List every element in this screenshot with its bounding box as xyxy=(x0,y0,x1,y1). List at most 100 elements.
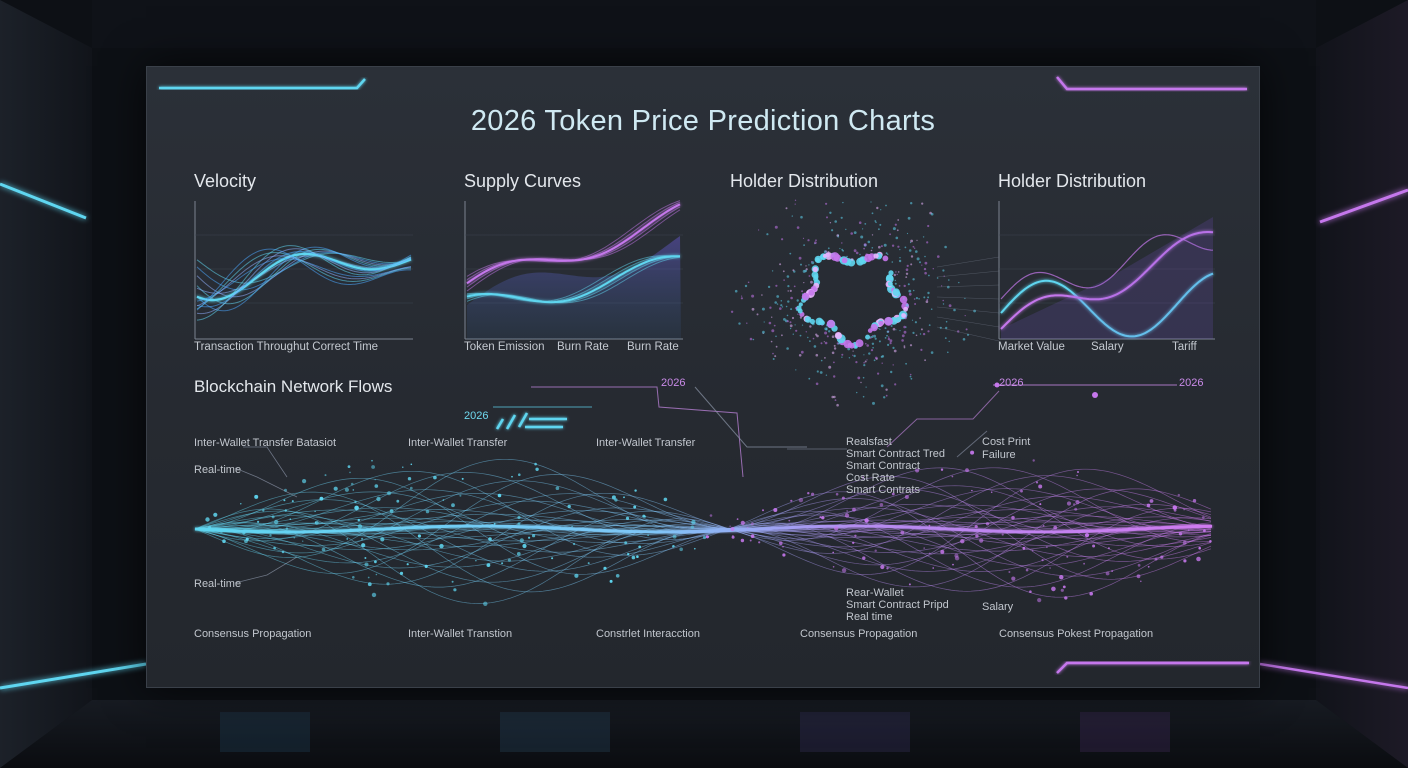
holder-particle xyxy=(910,255,914,258)
holder-particle xyxy=(746,322,748,324)
flow-particle xyxy=(614,498,618,502)
flow-particle xyxy=(357,518,360,522)
flow-particle xyxy=(274,519,279,525)
holder-particle xyxy=(858,221,862,224)
holder-particle xyxy=(921,264,923,266)
holder-particle xyxy=(894,383,897,386)
holder-particle xyxy=(836,403,839,407)
flow-particle xyxy=(1149,499,1154,503)
holder-particle xyxy=(762,330,765,334)
flow-particle xyxy=(386,582,390,586)
holder-particle xyxy=(924,271,927,275)
holder-particle xyxy=(768,321,772,325)
holder-particle xyxy=(906,264,909,267)
flow-particle xyxy=(749,539,752,542)
flow-particle xyxy=(242,531,246,535)
flow-particle xyxy=(874,549,877,552)
flow-particle xyxy=(929,552,931,554)
holder-particle xyxy=(910,377,913,380)
holder-particle xyxy=(749,337,753,341)
flow-particle xyxy=(522,543,527,549)
flow-particle xyxy=(762,509,764,512)
holder-particle xyxy=(815,382,819,386)
flow-particle xyxy=(832,551,835,554)
flow-particle xyxy=(387,491,392,496)
holder-particle xyxy=(884,316,893,326)
holder-particle xyxy=(919,261,921,264)
flow-particle xyxy=(642,514,646,518)
holder-particle xyxy=(855,339,864,348)
flow-particle xyxy=(273,546,276,550)
year-label-2: 2026 xyxy=(464,410,489,422)
holder-particle xyxy=(947,351,949,354)
holder-particle xyxy=(805,331,807,333)
flow-particle xyxy=(1029,590,1032,593)
holder-particle xyxy=(905,268,909,271)
flow-particle xyxy=(1032,550,1034,552)
flow-particle xyxy=(807,492,810,495)
flow-particle xyxy=(1053,525,1058,530)
holder-particle xyxy=(797,308,803,314)
velocity-wave xyxy=(196,248,412,315)
holder-particle xyxy=(834,220,837,223)
holder-particle xyxy=(897,219,900,221)
holder-particle xyxy=(767,285,771,289)
holder-particle xyxy=(904,246,907,249)
flow-particle xyxy=(1083,562,1085,565)
holder-particle xyxy=(852,354,854,356)
flow-label-bottom-1: Consensus Propagation xyxy=(194,628,312,640)
flow-particle xyxy=(352,489,355,491)
holder-particle xyxy=(945,326,948,330)
flow-particle xyxy=(923,547,925,549)
holder-particle xyxy=(924,255,926,258)
flow-particle xyxy=(1046,546,1048,548)
holder-particle xyxy=(802,269,806,273)
holder-particle xyxy=(926,241,929,244)
flow-particle xyxy=(573,542,576,546)
flow-line xyxy=(194,458,1212,575)
holder-particle xyxy=(861,257,863,259)
holder-particle xyxy=(779,307,782,310)
supply-x-label-1: Token Emission xyxy=(464,341,545,353)
holder-particle xyxy=(896,229,899,232)
holder-particle xyxy=(878,228,880,231)
holder-particle xyxy=(903,330,907,334)
holder-particle xyxy=(862,228,864,230)
holder-particle xyxy=(871,212,874,215)
supply-x-label-3: Burn Rate xyxy=(627,341,679,353)
flow-particle xyxy=(1173,508,1177,512)
holder-ray xyxy=(936,296,1000,300)
holder-particle xyxy=(730,310,734,313)
holder-particle xyxy=(738,322,741,325)
holder-particle xyxy=(860,381,862,384)
holder-particle xyxy=(964,297,966,300)
velocity-wave xyxy=(196,246,412,312)
flow-particle xyxy=(1105,571,1110,576)
flow-particle xyxy=(364,562,369,567)
holder-particle xyxy=(781,238,784,241)
holder-particle xyxy=(879,328,881,331)
flow-particle xyxy=(730,527,735,531)
flow-particle xyxy=(1064,596,1068,600)
holder-particle xyxy=(787,285,790,288)
holder-particle xyxy=(885,275,894,283)
holder-particle xyxy=(886,330,889,333)
corner-accent-top-left xyxy=(159,78,366,90)
flow-particle xyxy=(691,519,696,525)
flow-particle xyxy=(798,497,804,503)
flow-particle xyxy=(347,465,351,468)
flow-particle xyxy=(344,487,349,492)
flow-line xyxy=(194,498,1212,583)
flow-particle xyxy=(746,526,749,529)
holder-particle xyxy=(922,236,925,238)
flow-particle xyxy=(551,557,554,560)
flow-particle xyxy=(483,601,488,606)
flow-particle xyxy=(862,556,866,560)
holder-particle xyxy=(776,295,780,298)
holder-particle xyxy=(880,245,883,248)
holder-particle xyxy=(792,333,794,335)
holder-particle xyxy=(803,244,805,247)
holder-line-violet-2 xyxy=(1000,234,1214,300)
flow-particle xyxy=(424,564,428,568)
flow-particle xyxy=(407,477,412,481)
